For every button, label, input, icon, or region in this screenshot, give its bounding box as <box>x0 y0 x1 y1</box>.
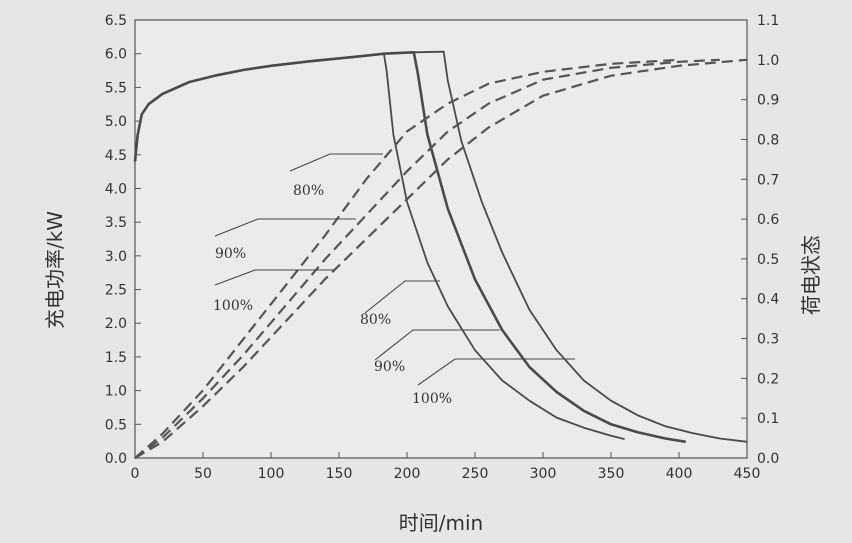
soc-line-100pct <box>134 58 748 459</box>
annotation-power-80: 80% <box>360 312 391 328</box>
plot-area <box>134 19 748 459</box>
y-left-tick-label: 6.0 <box>105 47 127 63</box>
y-right-tick-label: 0.5 <box>757 252 779 268</box>
leader-soc-90 <box>214 218 356 237</box>
x-axis: 0 50 100 150 200 250 300 350 400 450 <box>131 452 761 482</box>
y-right-tick-label: 0.3 <box>757 332 779 348</box>
y-left-tick-label: 5.0 <box>105 114 127 130</box>
leader-power-80 <box>364 280 440 314</box>
x-tick-label: 150 <box>326 466 353 482</box>
annotation-soc-90: 90% <box>215 246 246 262</box>
x-axis-title: 时间/min <box>399 511 483 535</box>
y-right-tick-label: 0.1 <box>757 411 779 427</box>
y-left-tick-label: 4.5 <box>105 148 127 164</box>
y-right-axis: 0.0 0.1 0.2 0.3 0.4 0.5 0.6 0.7 0.8 0.9 1.0 1.1 <box>741 13 779 467</box>
x-tick-label: 250 <box>462 466 489 482</box>
x-tick-label: 200 <box>394 466 421 482</box>
leader-soc-80 <box>289 153 383 172</box>
x-tick-label: 350 <box>598 466 625 482</box>
annotation-power-90: 90% <box>374 359 405 375</box>
x-tick-label: 0 <box>131 466 140 482</box>
x-tick-label: 50 <box>194 466 212 482</box>
annotation-power-100: 100% <box>412 391 452 407</box>
soc-series-group <box>134 58 748 459</box>
soc-line-80pct <box>134 58 680 459</box>
y-right-tick-label: 0.7 <box>757 172 779 188</box>
y-right-axis-title: 荷电状态 <box>799 235 823 315</box>
y-left-tick-label: 2.5 <box>105 283 127 299</box>
leader-power-100 <box>417 358 575 386</box>
annotation-leaders <box>214 153 575 386</box>
y-left-tick-label: 1.0 <box>105 384 127 400</box>
y-right-tick-label: 1.1 <box>757 13 779 29</box>
y-right-tick-label: 1.0 <box>757 53 779 69</box>
x-tick-label: 450 <box>734 466 761 482</box>
y-left-tick-label: 3.5 <box>105 215 127 231</box>
power-series-group <box>133 50 748 444</box>
y-left-tick-label: 1.5 <box>105 350 127 366</box>
y-right-tick-label: 0.4 <box>757 292 779 308</box>
annotation-soc-80: 80% <box>293 183 324 199</box>
leader-soc-100 <box>214 269 335 286</box>
y-right-tick-label: 0.9 <box>757 93 779 109</box>
x-tick-label: 100 <box>258 466 285 482</box>
power-line-100pct <box>134 50 748 443</box>
y-left-tick-label: 6.5 <box>105 13 127 29</box>
y-right-tick-label: 0.0 <box>757 451 779 467</box>
y-right-tick-label: 0.2 <box>757 371 779 387</box>
soc-line-90pct <box>134 58 720 459</box>
y-left-tick-label: 3.0 <box>105 249 127 265</box>
y-left-tick-label: 2.0 <box>105 316 127 332</box>
x-tick-label: 400 <box>666 466 693 482</box>
y-right-tick-label: 0.6 <box>757 212 779 228</box>
y-left-tick-label: 5.5 <box>105 80 127 96</box>
y-right-tick-label: 0.8 <box>757 132 779 148</box>
y-left-tick-label: 4.0 <box>105 181 127 197</box>
annotation-soc-100: 100% <box>213 298 253 314</box>
x-tick-label: 300 <box>530 466 557 482</box>
y-left-axis: 0.0 0.5 1.0 1.5 2.0 2.5 3.0 3.5 4.0 4.5 5.0 5.5 6.0 6… <box>105 13 141 467</box>
leader-power-90 <box>374 329 500 361</box>
y-left-tick-label: 0.5 <box>105 417 127 433</box>
y-left-tick-label: 0.0 <box>105 451 127 467</box>
y-left-axis-title: 充电功率/kW <box>43 211 67 329</box>
